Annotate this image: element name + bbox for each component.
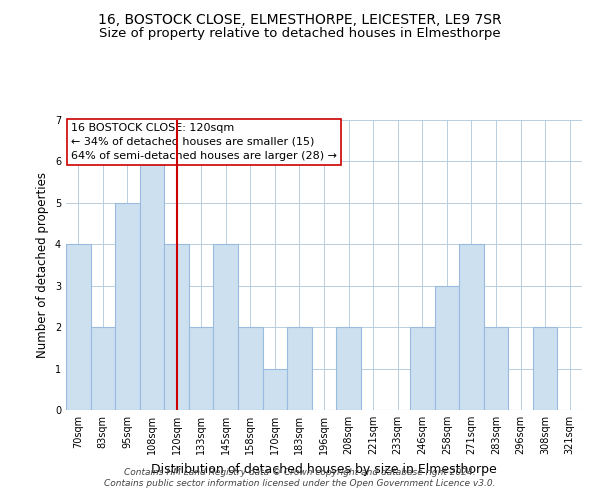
- Bar: [459, 244, 484, 410]
- Bar: [140, 162, 164, 410]
- Y-axis label: Number of detached properties: Number of detached properties: [37, 172, 49, 358]
- Bar: [189, 327, 214, 410]
- Bar: [410, 327, 434, 410]
- Bar: [533, 327, 557, 410]
- Bar: [66, 244, 91, 410]
- Text: Size of property relative to detached houses in Elmesthorpe: Size of property relative to detached ho…: [99, 28, 501, 40]
- Bar: [263, 368, 287, 410]
- Bar: [214, 244, 238, 410]
- Bar: [115, 203, 140, 410]
- Bar: [434, 286, 459, 410]
- Bar: [484, 327, 508, 410]
- Bar: [91, 327, 115, 410]
- X-axis label: Distribution of detached houses by size in Elmesthorpe: Distribution of detached houses by size …: [151, 462, 497, 475]
- Bar: [287, 327, 312, 410]
- Text: 16 BOSTOCK CLOSE: 120sqm
← 34% of detached houses are smaller (15)
64% of semi-d: 16 BOSTOCK CLOSE: 120sqm ← 34% of detach…: [71, 123, 337, 161]
- Text: 16, BOSTOCK CLOSE, ELMESTHORPE, LEICESTER, LE9 7SR: 16, BOSTOCK CLOSE, ELMESTHORPE, LEICESTE…: [98, 12, 502, 26]
- Bar: [238, 327, 263, 410]
- Bar: [336, 327, 361, 410]
- Bar: [164, 244, 189, 410]
- Text: Contains HM Land Registry data © Crown copyright and database right 2024.
Contai: Contains HM Land Registry data © Crown c…: [104, 468, 496, 487]
